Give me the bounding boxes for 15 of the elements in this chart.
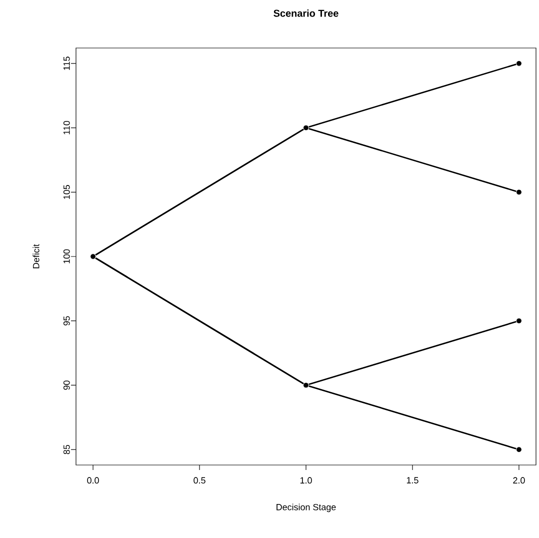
y-tick-label: 110 [63,120,70,134]
x-tick-label: 1.5 [406,477,418,484]
y-tick-label: 85 [63,444,70,454]
y-tick-label: 95 [63,316,70,326]
y-axis-title: Deficit [32,244,40,268]
x-tick-label: 0.0 [87,477,99,484]
y-tick-label: 100 [63,249,70,264]
y-tick-label: 105 [63,185,70,199]
x-tick-label: 2.0 [513,477,525,484]
y-tick-label: 115 [64,56,70,70]
x-axis-title: Decision Stage [276,504,336,512]
chart-title: Scenario Tree [274,10,338,17]
x-tick-label: 0.5 [194,477,206,484]
x-tick-label: 1.0 [300,477,312,484]
y-tick-label: 90 [63,380,70,390]
